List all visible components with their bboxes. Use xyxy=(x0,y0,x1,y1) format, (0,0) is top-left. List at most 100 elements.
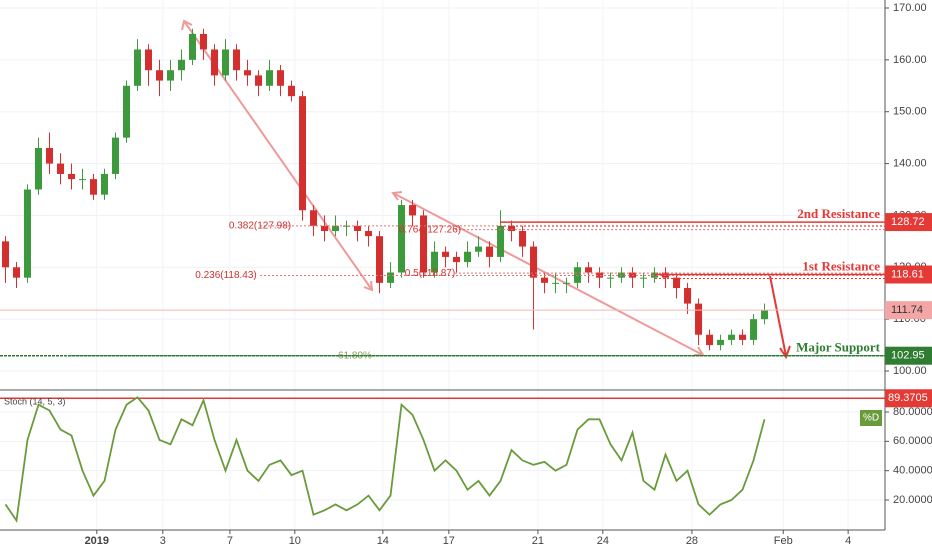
y-tick-label: 80.0000 xyxy=(893,406,932,418)
candle-body xyxy=(211,49,219,76)
candle-body xyxy=(607,277,615,279)
level-value: 128.72 xyxy=(891,216,925,228)
candle-body xyxy=(310,210,318,226)
candle-body xyxy=(101,173,109,195)
x-tick-label: 21 xyxy=(532,535,544,547)
candle-body xyxy=(365,230,373,237)
candle-body xyxy=(233,49,241,71)
target-arrow xyxy=(769,275,791,360)
y-tick-label: 40.0000 xyxy=(893,465,932,477)
candle-body xyxy=(145,49,153,71)
candle-body xyxy=(112,137,120,174)
x-tick-label: 10 xyxy=(289,535,301,547)
plot xyxy=(0,0,885,530)
candle-body xyxy=(728,334,736,340)
fib-label: 0.236(118.43) xyxy=(195,270,257,281)
x-tick-label: 14 xyxy=(377,535,389,547)
y-tick-label: 100.00 xyxy=(893,365,927,377)
candle-body xyxy=(717,339,725,346)
candle-body xyxy=(57,163,65,174)
level-name: 1st Resistance xyxy=(802,258,880,273)
stoch-line xyxy=(4,396,766,523)
candle-body xyxy=(706,334,714,346)
candle-body xyxy=(651,272,659,278)
candle-body xyxy=(332,225,340,231)
y-tick-label: 150.00 xyxy=(893,106,927,118)
y-tick-label: 20.0000 xyxy=(893,494,932,506)
stoch-title: Stoch (14, 5, 3) xyxy=(4,396,66,406)
candle-body xyxy=(398,205,406,273)
x-tick-label: 17 xyxy=(443,535,455,547)
level-value: 102.95 xyxy=(891,350,925,362)
level-name: 2nd Resistance xyxy=(797,206,880,221)
candle-body xyxy=(134,49,142,86)
candle-body xyxy=(585,267,593,273)
fib-label: 0.764(127.26) xyxy=(399,224,461,235)
x-tick-label: 24 xyxy=(597,535,609,547)
candle-body xyxy=(343,225,351,227)
candle-body xyxy=(255,75,263,86)
candle-body xyxy=(46,148,54,164)
level-badge xyxy=(885,265,932,284)
candle-body xyxy=(35,148,43,190)
fib-label: 0.5(118.87) xyxy=(405,268,455,279)
candle-body xyxy=(695,303,703,335)
last-price-badge xyxy=(885,301,932,320)
level-badge xyxy=(885,346,932,365)
legend-label: %D xyxy=(863,413,879,424)
candle-body xyxy=(761,310,769,320)
stoch-level-value: 89.3705 xyxy=(888,392,928,404)
legend-badge xyxy=(860,410,882,426)
candle-body xyxy=(277,70,285,86)
level-badge xyxy=(885,213,932,232)
candle-body xyxy=(508,225,516,231)
candle-body xyxy=(13,267,21,278)
candle-body xyxy=(486,246,494,257)
x-tick-label: 28 xyxy=(686,535,698,547)
fib-label: 0.382(127.98) xyxy=(229,221,291,232)
candle-body xyxy=(750,319,758,340)
y-tick-label: 160.00 xyxy=(893,54,927,66)
y-tick-label: 140.00 xyxy=(893,157,927,169)
candle-body xyxy=(387,272,395,283)
candle-body xyxy=(497,225,505,257)
candle-body xyxy=(409,205,417,216)
candle-body xyxy=(321,225,329,231)
candle-body xyxy=(167,70,175,81)
candle-body xyxy=(552,282,560,284)
candle-body xyxy=(222,49,230,76)
y-tick-label: 170.00 xyxy=(893,2,927,14)
candle-body xyxy=(244,70,252,76)
candle-body xyxy=(673,277,681,289)
candle-body xyxy=(156,70,164,81)
candle-body xyxy=(178,59,186,71)
candle-body xyxy=(519,230,527,247)
candle-body xyxy=(354,225,362,231)
candle-body xyxy=(453,256,461,263)
candle-body xyxy=(266,70,274,86)
level-name: Major Support xyxy=(796,340,881,355)
level-value: 118.61 xyxy=(891,268,924,280)
x-tick-label: Feb xyxy=(774,535,793,547)
x-tick-label: 2019 xyxy=(85,535,109,547)
candle-body xyxy=(24,189,32,278)
candle-body xyxy=(640,277,648,279)
candle-body xyxy=(596,272,604,278)
y-tick-label: 60.0000 xyxy=(893,435,932,447)
last-price-label: 111.74 xyxy=(891,304,923,316)
x-tick-label: 4 xyxy=(845,535,851,547)
candle-body xyxy=(2,241,10,268)
stoch-level-badge xyxy=(885,389,932,408)
x-tick-label: 3 xyxy=(160,535,166,547)
candle-body xyxy=(541,277,549,283)
candle-body xyxy=(530,246,538,278)
candle-body xyxy=(79,179,87,181)
candle-body xyxy=(431,251,439,273)
candle-body xyxy=(420,215,428,273)
x-tick-label: 7 xyxy=(227,535,233,547)
candle-body xyxy=(739,334,747,340)
fib-label: 61.80% xyxy=(338,350,372,361)
candle-body xyxy=(68,173,76,180)
candle-body xyxy=(684,288,692,304)
